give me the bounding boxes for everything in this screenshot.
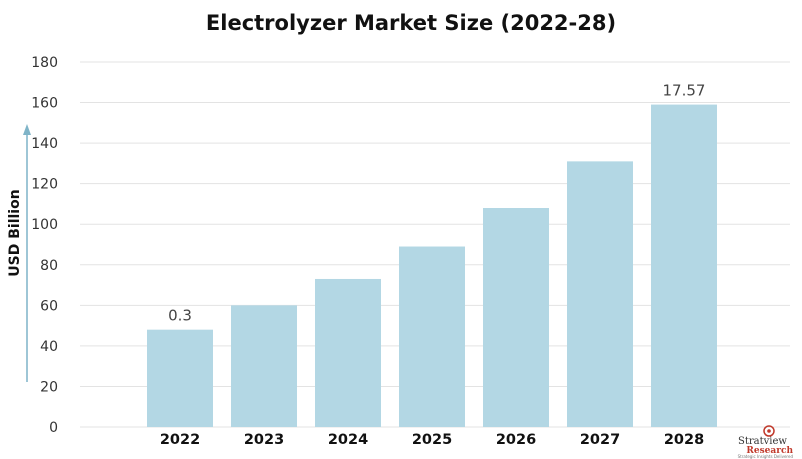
- logo-sub: Research: [746, 446, 793, 456]
- y-tick-label: 120: [31, 177, 58, 193]
- data-labels: 0.3 17.57: [168, 82, 705, 325]
- x-tick-label: 2027: [580, 432, 620, 448]
- y-tick-label: 180: [31, 55, 58, 71]
- data-label: 0.3: [168, 307, 192, 325]
- y-axis-label: USD Billion: [7, 189, 23, 276]
- y-axis-ticks: 0 20 40 60 80 100 120 140 160 180: [31, 55, 58, 436]
- y-tick-label: 100: [31, 217, 58, 233]
- chart-title: Electrolyzer Market Size (2022-28): [206, 11, 616, 35]
- logo-name: Stratview: [738, 436, 787, 447]
- logo-target-center-icon: [767, 429, 771, 433]
- bar: [567, 161, 633, 427]
- bar: [651, 104, 717, 427]
- y-tick-label: 160: [31, 96, 58, 112]
- stratview-logo: Stratview Research Strategic Insights De…: [738, 425, 794, 459]
- y-tick-label: 60: [40, 298, 58, 314]
- logo-tagline: Strategic Insights Delivered: [738, 454, 794, 459]
- bar: [231, 305, 297, 427]
- bar: [315, 278, 381, 427]
- x-tick-label: 2026: [496, 432, 536, 448]
- x-tick-label: 2025: [412, 432, 452, 448]
- y-tick-label: 20: [40, 379, 58, 395]
- x-tick-label: 2024: [328, 432, 368, 448]
- y-tick-label: 40: [40, 339, 58, 355]
- x-axis-ticks: 2022 2023 2024 2025 2026 2027 2028: [160, 432, 704, 448]
- y-tick-label: 80: [40, 258, 58, 274]
- x-tick-label: 2022: [160, 432, 200, 448]
- x-tick-label: 2028: [664, 432, 704, 448]
- y-axis-arrow-head: [23, 124, 31, 135]
- y-tick-label: 140: [31, 136, 58, 152]
- bars: [147, 104, 717, 427]
- x-tick-label: 2023: [244, 432, 284, 448]
- bar: [399, 246, 465, 427]
- logo-target-icon: [763, 425, 775, 437]
- bar: [483, 208, 549, 427]
- data-label: 17.57: [663, 82, 706, 100]
- y-tick-label: 0: [49, 420, 58, 436]
- bar: [147, 329, 213, 427]
